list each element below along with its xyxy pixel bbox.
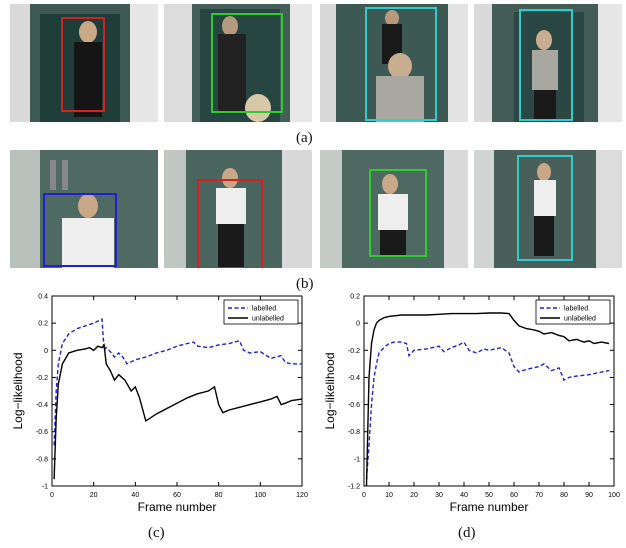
legend-label-unlabelled: unlabelled bbox=[252, 316, 284, 323]
frame-b2 bbox=[164, 150, 312, 268]
x-axis-label: Frame number bbox=[450, 500, 529, 514]
y-tick-label: -0.8 bbox=[36, 456, 48, 463]
y-tick-label: -0.4 bbox=[348, 375, 360, 382]
y-tick-label: 0.4 bbox=[38, 294, 48, 301]
x-tick-label: 40 bbox=[460, 492, 468, 499]
frame-b1 bbox=[10, 150, 158, 268]
x-tick-label: 120 bbox=[296, 492, 308, 499]
frame-a1 bbox=[10, 4, 158, 122]
label-a: (a) bbox=[296, 130, 313, 146]
y-tick-label: -0.4 bbox=[36, 402, 48, 409]
label-b: (b) bbox=[296, 276, 314, 292]
y-tick-label: 0.2 bbox=[350, 294, 360, 301]
label-c: (c) bbox=[148, 525, 165, 541]
x-tick-label: 80 bbox=[560, 492, 568, 499]
y-tick-label: -0.8 bbox=[348, 429, 360, 436]
frame-a2 bbox=[164, 4, 312, 122]
y-tick-label: -0.2 bbox=[348, 348, 360, 355]
y-tick-label: 0.2 bbox=[38, 321, 48, 328]
legend-label-labelled: labelled bbox=[252, 306, 276, 313]
x-tick-label: 100 bbox=[608, 492, 620, 499]
legend-label-unlabelled: unlabelled bbox=[564, 316, 596, 323]
y-tick-label: -1 bbox=[354, 456, 360, 463]
legend bbox=[535, 299, 611, 325]
x-tick-label: 10 bbox=[385, 492, 393, 499]
y-tick-label: -0.6 bbox=[348, 402, 360, 409]
label-d: (d) bbox=[458, 525, 476, 541]
x-tick-label: 60 bbox=[173, 492, 181, 499]
frame-a3 bbox=[320, 4, 468, 122]
x-tick-label: 60 bbox=[510, 492, 518, 499]
legend bbox=[223, 299, 299, 325]
y-tick-label: 0 bbox=[44, 348, 48, 355]
x-tick-label: 20 bbox=[410, 492, 418, 499]
y-tick-label: -0.2 bbox=[36, 375, 48, 382]
x-tick-label: 70 bbox=[535, 492, 543, 499]
chart-d: 0 10 20 30 40 50 60 70 80 90 100 -1.2 -1 -0.8 -0.6 -0.4… bbox=[323, 294, 620, 515]
series-line-labelled bbox=[365, 341, 610, 480]
x-tick-label: 90 bbox=[585, 492, 593, 499]
series-line-unlabelled bbox=[365, 312, 610, 487]
frame-a4 bbox=[474, 4, 622, 122]
y-tick-label: -1.2 bbox=[348, 484, 360, 491]
chart-c: 0 20 40 60 80 100 120 -1 -0.8 -0.6 -0.4 -0.2 0 0.2 0.4… bbox=[11, 294, 308, 515]
series-line-unlabelled bbox=[53, 343, 303, 480]
x-tick-label: 0 bbox=[362, 492, 366, 499]
y-tick-label: -0.6 bbox=[36, 429, 48, 436]
plot-frame bbox=[363, 295, 615, 487]
series-line-labelled bbox=[53, 318, 302, 446]
x-tick-label: 0 bbox=[50, 492, 54, 499]
x-tick-label: 40 bbox=[131, 492, 139, 499]
legend-label-labelled: labelled bbox=[564, 306, 588, 313]
x-tick-label: 100 bbox=[254, 492, 266, 499]
x-axis-label: Frame number bbox=[138, 500, 217, 514]
x-tick-label: 30 bbox=[435, 492, 443, 499]
frame-b3 bbox=[320, 150, 468, 268]
y-axis-label: Log−likelihood bbox=[323, 352, 337, 429]
row-a bbox=[0, 4, 626, 122]
y-tick-label: -1 bbox=[42, 484, 48, 491]
frame-b4 bbox=[474, 150, 622, 268]
x-tick-label: 50 bbox=[485, 492, 493, 499]
x-tick-label: 80 bbox=[215, 492, 223, 499]
y-tick-label: 0 bbox=[356, 321, 360, 328]
x-tick-label: 20 bbox=[90, 492, 98, 499]
row-b bbox=[0, 150, 626, 268]
y-axis-label: Log−likelihood bbox=[11, 352, 25, 429]
